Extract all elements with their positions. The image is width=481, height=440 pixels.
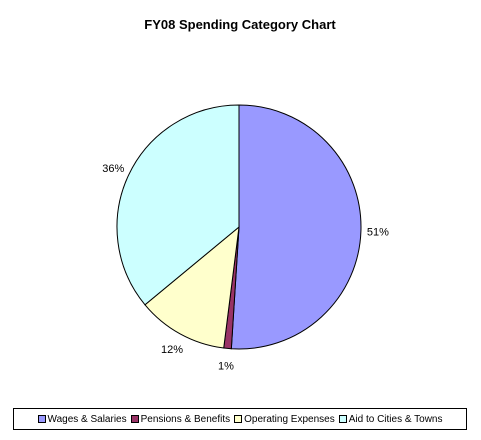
pie-label-3: 12% (161, 344, 183, 356)
legend-swatch (37, 415, 46, 423)
pie-labels: 51% 1% 12% 36% (102, 163, 389, 373)
legend-item-4: Aid to Cities & Towns (338, 413, 443, 425)
legend-item-1: Wages & Salaries (37, 413, 127, 425)
pie-slice-4 (116, 104, 240, 306)
pie-label-4: 36% (102, 163, 124, 175)
legend-swatch (234, 415, 243, 423)
pie-slice-1 (230, 104, 362, 350)
legend-item-3: Operating Expenses (234, 414, 335, 425)
chart-title: FY08 Spending Category Chart (144, 17, 336, 32)
pie-label-1: 51% (367, 226, 389, 238)
legend-item-2: Pensions & Benefits (130, 413, 231, 425)
legend-label: Wages & Salaries (47, 413, 127, 425)
chart-legend: Wages & Salaries Pensions & Benefits Opera… (13, 408, 467, 430)
legend-label: Aid to Cities & Towns (348, 413, 443, 425)
legend-swatch (338, 415, 347, 423)
pie-slices (116, 104, 362, 350)
legend-swatch (130, 415, 139, 423)
legend-label: Pensions & Benefits (140, 413, 231, 425)
pie-slice-3 (144, 225, 240, 349)
legend-label: Operating Expenses (244, 413, 335, 425)
pie-label-2: 1% (218, 360, 234, 372)
